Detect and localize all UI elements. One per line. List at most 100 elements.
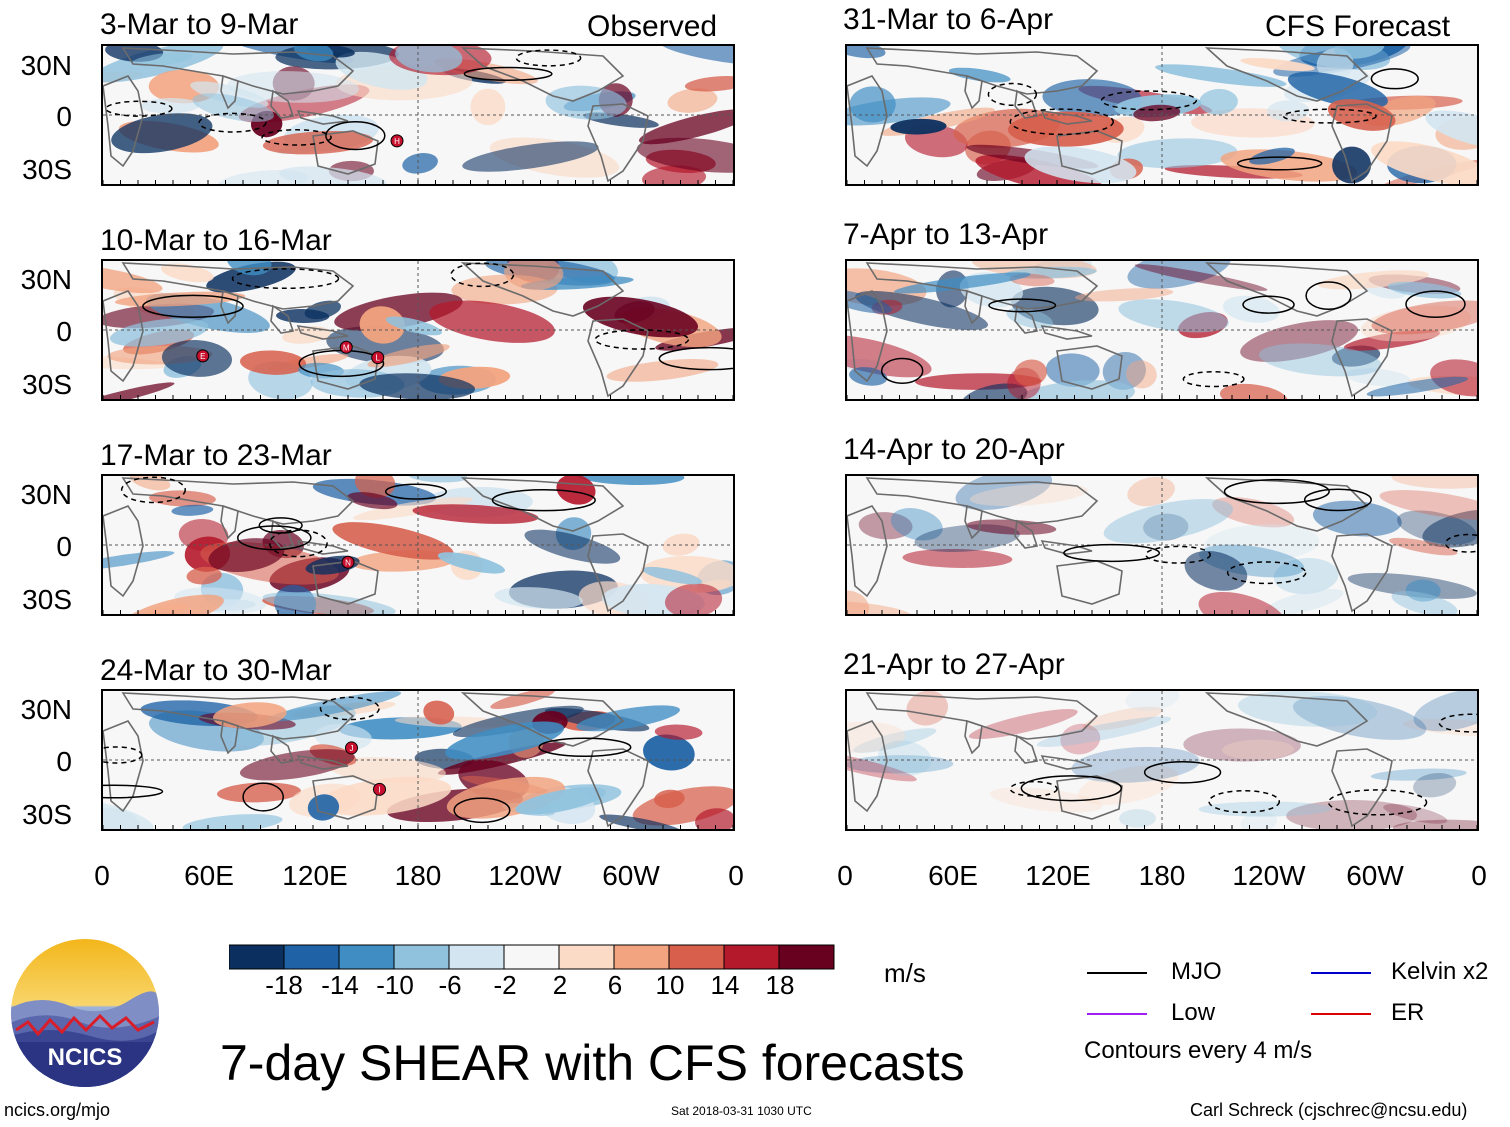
mjo-contour [1305, 281, 1352, 311]
shear-anomaly [847, 750, 917, 782]
coastline [964, 74, 983, 110]
lon-label-left: 0 [728, 860, 744, 891]
shear-anomaly [395, 46, 463, 73]
shear-anomaly [293, 46, 334, 62]
shear-anomaly [642, 566, 703, 585]
shear-anomaly [385, 316, 442, 336]
shear-anomaly [208, 538, 285, 573]
colorbar-swatch [393, 944, 450, 970]
shear-anomaly [902, 548, 1013, 568]
shear-anomaly [1366, 376, 1469, 397]
lon-label-left: 120W [488, 860, 562, 891]
coastline [460, 692, 625, 747]
map-panel-right-2 [845, 259, 1479, 401]
shear-anomaly [129, 476, 171, 491]
cyclone-marker-circle [345, 741, 358, 755]
mjo-contour [450, 262, 515, 288]
coastline [1014, 304, 1039, 334]
shear-anomaly [1127, 476, 1175, 507]
shear-anomaly [1334, 46, 1385, 59]
shear-anomaly [847, 721, 906, 753]
colorbar-swatch [448, 944, 505, 970]
legend-label-low: Low [1171, 999, 1216, 1026]
coastline [1014, 519, 1039, 549]
shear-anomaly [131, 52, 193, 67]
coastline [1040, 755, 1093, 770]
coastline [121, 262, 355, 310]
shear-anomaly [359, 373, 476, 399]
shear-anomaly [359, 306, 405, 344]
shear-anomaly [216, 782, 301, 803]
coastline [587, 103, 649, 183]
shear-anomaly [347, 492, 398, 510]
coastline [865, 692, 1099, 740]
shear-anomaly [684, 76, 733, 92]
shear-anomaly [989, 787, 1103, 813]
coastline [964, 719, 983, 755]
cyclone-marker-label: E [200, 352, 205, 361]
shear-anomaly [849, 367, 888, 386]
shear-anomaly [217, 169, 309, 184]
coastline [964, 504, 983, 540]
mjo-contour [1009, 780, 1058, 797]
shear-anomaly [1259, 343, 1382, 377]
shear-anomaly [1318, 270, 1429, 290]
colorbar-tick-label: -10 [376, 970, 414, 1000]
shear-anomaly [470, 88, 506, 126]
lon-label-right: 120W [1232, 860, 1306, 891]
lat-label-30s: 30S [22, 584, 72, 615]
shear-anomaly [1273, 558, 1339, 595]
shear-anomaly [1103, 498, 1234, 544]
panel-title-left-4: 24-Mar to 30-Mar [100, 654, 332, 687]
lon-label-right: 180 [1138, 860, 1186, 891]
coastline [220, 504, 239, 540]
coastline [270, 304, 295, 334]
mjo-contour [1145, 545, 1211, 564]
shear-anomaly [103, 382, 175, 399]
shear-anomaly [103, 551, 175, 571]
shear-anomaly [1266, 100, 1310, 122]
shear-anomaly [227, 71, 360, 103]
shear-anomaly [955, 476, 1053, 511]
colorbar-tick-label: -2 [493, 970, 517, 1000]
coastline [270, 89, 295, 119]
coastline [460, 262, 625, 317]
map-panel-left-2: E M L [101, 259, 735, 401]
colorbar-tick-label: 14 [710, 970, 740, 1000]
shear-anomaly [575, 476, 685, 485]
coastline [103, 720, 144, 813]
coastline [1331, 748, 1393, 828]
colorbar [228, 944, 835, 975]
shear-anomaly [1287, 71, 1388, 109]
mjo-contour [880, 357, 924, 384]
cyclone-marker-label: J [350, 744, 354, 753]
shear-anomaly [1327, 99, 1396, 131]
coastline [1040, 540, 1093, 555]
coastline [847, 75, 888, 168]
shear-anomaly [1119, 809, 1157, 828]
shear-anomaly [1413, 772, 1457, 798]
author-credit: Carl Schreck (cjschrec@ncsu.edu) [1190, 1100, 1468, 1120]
coastline [220, 719, 239, 755]
map-panel-right-4 [845, 689, 1479, 831]
shear-anomaly [1125, 691, 1180, 711]
mjo-contour [1182, 370, 1245, 388]
cyclone-marker-circle [341, 555, 355, 569]
website-link[interactable]: ncics.org/mjo [4, 1100, 111, 1120]
lat-label-30n: 30N [20, 479, 72, 510]
mjo-contour [1226, 561, 1307, 585]
shear-anomaly [1387, 281, 1462, 299]
shear-anomaly [279, 166, 387, 184]
colorbar-swatch [668, 944, 725, 970]
shear-anomaly [1413, 691, 1477, 732]
mjo-contour [384, 483, 447, 500]
coastline [1040, 110, 1093, 125]
colorbar-tick-label: 2 [552, 970, 568, 1000]
mjo-contour [1405, 290, 1466, 319]
shear-anomaly [504, 261, 564, 290]
shear-anomaly [654, 724, 703, 740]
shear-anomaly [975, 154, 1105, 184]
shear-anomaly [1402, 719, 1477, 737]
coastline [865, 477, 1099, 525]
coastline [865, 47, 1099, 95]
